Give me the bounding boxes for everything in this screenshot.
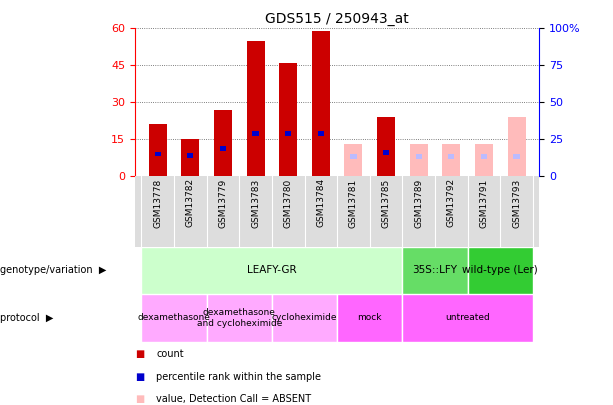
Text: ■: ■	[135, 372, 144, 382]
Text: cycloheximide: cycloheximide	[272, 313, 337, 322]
Text: percentile rank within the sample: percentile rank within the sample	[156, 372, 321, 382]
Text: dexamethasone
and cycloheximide: dexamethasone and cycloheximide	[197, 308, 282, 328]
Bar	[475, 144, 493, 176]
Bar	[377, 117, 395, 176]
Bar	[220, 146, 226, 151]
Text: mock: mock	[357, 313, 382, 322]
Text: genotype/variation  ▶: genotype/variation ▶	[0, 265, 107, 275]
Bar	[383, 150, 389, 155]
Bar	[142, 247, 402, 294]
Text: GSM13793: GSM13793	[512, 178, 521, 228]
Title: GDS515 / 250943_at: GDS515 / 250943_at	[265, 12, 409, 26]
Bar	[142, 294, 207, 342]
Bar	[350, 154, 357, 160]
Bar	[402, 247, 468, 294]
Text: protocol  ▶: protocol ▶	[0, 313, 53, 323]
Bar	[280, 63, 297, 176]
Text: GSM13781: GSM13781	[349, 178, 358, 228]
Bar	[448, 154, 454, 160]
Text: GSM13785: GSM13785	[381, 178, 390, 228]
Text: LEAFY-GR: LEAFY-GR	[247, 265, 297, 275]
Bar	[508, 117, 525, 176]
Bar	[285, 131, 291, 136]
Bar	[345, 144, 362, 176]
Text: GSM13792: GSM13792	[447, 178, 456, 228]
Text: ■: ■	[135, 350, 144, 359]
Text: wild-type (Ler): wild-type (Ler)	[462, 265, 538, 275]
Bar	[181, 139, 199, 176]
Text: GSM13783: GSM13783	[251, 178, 260, 228]
Bar	[416, 154, 422, 160]
Bar	[468, 247, 533, 294]
Text: ■: ■	[135, 394, 144, 404]
Text: GSM13789: GSM13789	[414, 178, 423, 228]
Text: 35S::LFY: 35S::LFY	[413, 265, 457, 275]
Text: GSM13782: GSM13782	[186, 178, 195, 228]
Bar	[312, 31, 330, 176]
Text: GSM13784: GSM13784	[316, 178, 326, 228]
Bar	[409, 144, 428, 176]
Text: GSM13791: GSM13791	[479, 178, 489, 228]
Text: untreated: untreated	[445, 313, 490, 322]
Text: dexamethasone: dexamethasone	[137, 313, 210, 322]
Bar	[253, 131, 259, 136]
Text: GSM13778: GSM13778	[153, 178, 162, 228]
Bar	[149, 124, 167, 176]
Bar	[337, 294, 402, 342]
Bar	[246, 40, 265, 176]
Bar	[481, 154, 487, 160]
Bar	[207, 294, 272, 342]
Text: GSM13779: GSM13779	[218, 178, 227, 228]
Text: GSM13780: GSM13780	[284, 178, 293, 228]
Bar	[214, 110, 232, 176]
Text: value, Detection Call = ABSENT: value, Detection Call = ABSENT	[156, 394, 311, 404]
Bar	[272, 294, 337, 342]
Bar	[443, 144, 460, 176]
Bar	[402, 294, 533, 342]
Bar	[514, 154, 520, 160]
Bar	[318, 131, 324, 136]
Bar	[187, 153, 194, 158]
Bar	[154, 151, 161, 156]
Text: count: count	[156, 350, 184, 359]
